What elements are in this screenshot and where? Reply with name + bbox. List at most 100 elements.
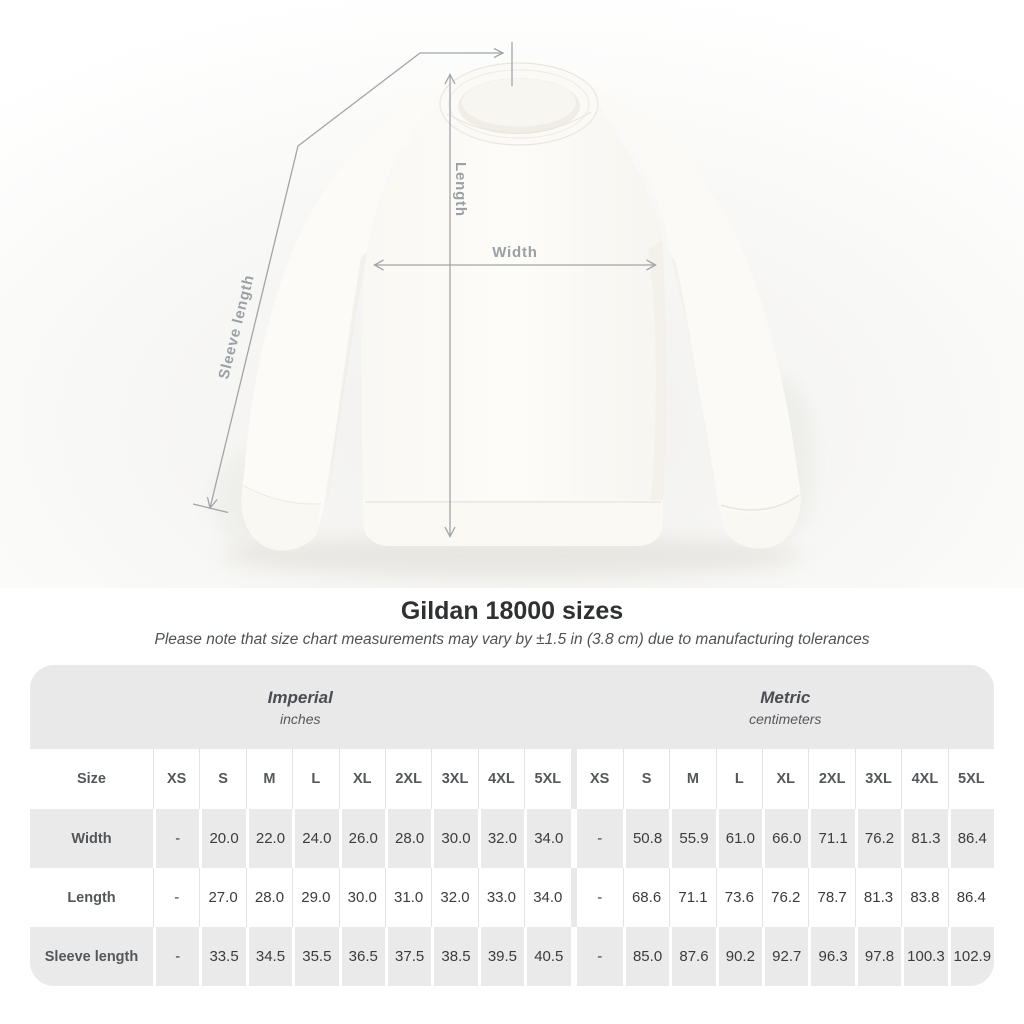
value-cell-metric: 73.6 <box>715 868 762 927</box>
value-cell-metric: 96.3 <box>808 927 855 986</box>
imperial-section-header: Imperial inches <box>30 665 571 749</box>
width-measure-line <box>373 259 657 271</box>
value-cell-metric: - <box>576 927 623 986</box>
value-cell-metric: 86.4 <box>947 868 994 927</box>
value-cell-imperial: 35.5 <box>292 927 339 986</box>
value-cell-imperial: 22.0 <box>245 809 293 868</box>
value-cell-imperial: 28.0 <box>245 868 292 927</box>
value-cell-imperial: - <box>153 868 199 927</box>
size-col-header-metric: 2XL <box>808 749 854 809</box>
value-cell-metric: 71.1 <box>808 809 855 868</box>
sleeve-length-measure-line <box>192 42 513 514</box>
value-cell-imperial: 34.0 <box>524 809 571 868</box>
value-cell-metric: 68.6 <box>622 868 669 927</box>
length-measure-line <box>444 73 456 538</box>
imperial-unit-label: inches <box>280 710 321 727</box>
table-row-sleeve-length: Sleeve length -33.5 34.5 35.5 36.5 37.5 38.5 39… <box>30 927 994 986</box>
product-measurement-diagram: Length Width Sleeve length <box>0 0 1024 588</box>
section-divider <box>570 868 577 927</box>
value-cell-metric: 87.6 <box>669 927 716 986</box>
size-col-header-imperial: M <box>245 749 292 809</box>
size-col-header-imperial: 5XL <box>524 749 570 809</box>
value-cell-metric: - <box>597 889 603 906</box>
value-cell-metric: 102.9 <box>947 927 994 986</box>
size-col-header-imperial: S <box>199 749 245 809</box>
value-cell-imperial: 30.0 <box>431 809 478 868</box>
metric-unit-label: centimeters <box>749 710 822 727</box>
size-col-header-imperial: XS <box>153 749 199 809</box>
value-cell-imperial: 37.5 <box>384 927 432 986</box>
section-divider <box>570 927 577 986</box>
size-col-header-metric: S <box>622 749 669 809</box>
row-label: Width <box>30 809 153 868</box>
value-cell-imperial: 34.5 <box>245 927 293 986</box>
value-cell-metric: 78.7 <box>808 868 854 927</box>
value-cell-metric: 83.8 <box>901 868 947 927</box>
page-subtitle: Please note that size chart measurements… <box>154 631 870 648</box>
measurement-lines <box>192 42 657 538</box>
value-cell-imperial: 27.0 <box>199 868 245 927</box>
value-cell-imperial: 38.5 <box>431 927 478 986</box>
value-cell-metric: 55.9 <box>669 809 716 868</box>
value-cell-metric: 76.2 <box>762 868 808 927</box>
size-col-header-metric: L <box>715 749 762 809</box>
size-col-header-imperial: XL <box>338 749 385 809</box>
size-col-header-imperial: 2XL <box>384 749 431 809</box>
size-col-header-metric: M <box>669 749 715 809</box>
size-chart-table: Imperial inches Metric centimeters Size X… <box>30 665 994 986</box>
size-col-header-imperial: 3XL <box>431 749 477 809</box>
value-cell-imperial: 24.0 <box>292 809 339 868</box>
row-label: Length <box>67 889 116 906</box>
table-row-length: Length -27.0 28.0 29.0 30.0 31.0 32.0 33.0 34.0-… <box>30 868 994 927</box>
value-cell-imperial: 34.0 <box>524 868 570 927</box>
table-body: Width -20.0 22.0 24.0 26.0 28.0 30.0 32.0 34.0-5… <box>30 809 994 986</box>
section-divider <box>570 749 577 809</box>
value-cell-imperial: 33.5 <box>199 927 246 986</box>
value-cell-metric: 85.0 <box>622 927 670 986</box>
length-label: Length <box>452 162 469 217</box>
value-cell-metric: 81.3 <box>854 868 901 927</box>
value-cell-imperial: 30.0 <box>338 868 385 927</box>
value-cell-imperial: 28.0 <box>384 809 432 868</box>
value-cell-metric: 50.8 <box>622 809 670 868</box>
value-cell-imperial: - <box>153 927 200 986</box>
table-row-width: Width -20.0 22.0 24.0 26.0 28.0 30.0 32.0 34.0-5… <box>30 809 994 868</box>
value-cell-metric: 71.1 <box>669 868 715 927</box>
width-label: Width <box>492 244 538 261</box>
row-label: Sleeve length <box>30 927 153 986</box>
size-row-label: Size <box>76 771 106 787</box>
sweatshirt-image <box>241 62 801 551</box>
value-cell-metric: 100.3 <box>901 927 948 986</box>
cuff-tick <box>192 503 229 514</box>
sweatshirt-diagram-svg: Length Width Sleeve length <box>0 0 1024 588</box>
size-col-header-imperial: 4XL <box>477 749 524 809</box>
value-cell-imperial: 32.0 <box>431 868 477 927</box>
imperial-label: Imperial <box>267 687 333 707</box>
value-cell-imperial: 26.0 <box>338 809 385 868</box>
value-cell-imperial: 31.0 <box>384 868 431 927</box>
size-header-row: Size XS S M L XL 2XL 3XL 4XL 5XL XS S M L XL 2XL 3XL 4XL 5… <box>30 749 994 809</box>
value-cell-imperial: 39.5 <box>477 927 525 986</box>
value-cell-metric: 66.0 <box>762 809 809 868</box>
value-cell-metric: 92.7 <box>762 927 809 986</box>
size-col-header-imperial: L <box>292 749 338 809</box>
page-title: Gildan 18000 sizes <box>400 597 624 625</box>
value-cell-metric: 86.4 <box>947 809 994 868</box>
value-cell-metric: 81.3 <box>901 809 948 868</box>
size-col-header-metric: XS <box>590 771 610 787</box>
title-block: Gildan 18000 sizes Please note that size… <box>0 596 1024 649</box>
metric-section-header: Metric centimeters <box>577 665 995 749</box>
value-cell-imperial: 33.0 <box>477 868 524 927</box>
size-col-header-metric: 5XL <box>947 749 994 809</box>
value-cell-imperial: - <box>153 809 200 868</box>
value-cell-imperial: 36.5 <box>338 927 385 986</box>
size-col-header-metric: 3XL <box>854 749 901 809</box>
value-cell-imperial: 20.0 <box>199 809 246 868</box>
value-cell-metric: 61.0 <box>715 809 763 868</box>
value-cell-metric: 90.2 <box>715 927 763 986</box>
value-cell-metric: - <box>576 809 623 868</box>
size-col-header-metric: XL <box>762 749 808 809</box>
value-cell-imperial: 32.0 <box>477 809 525 868</box>
value-cell-metric: 97.8 <box>854 927 902 986</box>
value-cell-imperial: 29.0 <box>292 868 338 927</box>
